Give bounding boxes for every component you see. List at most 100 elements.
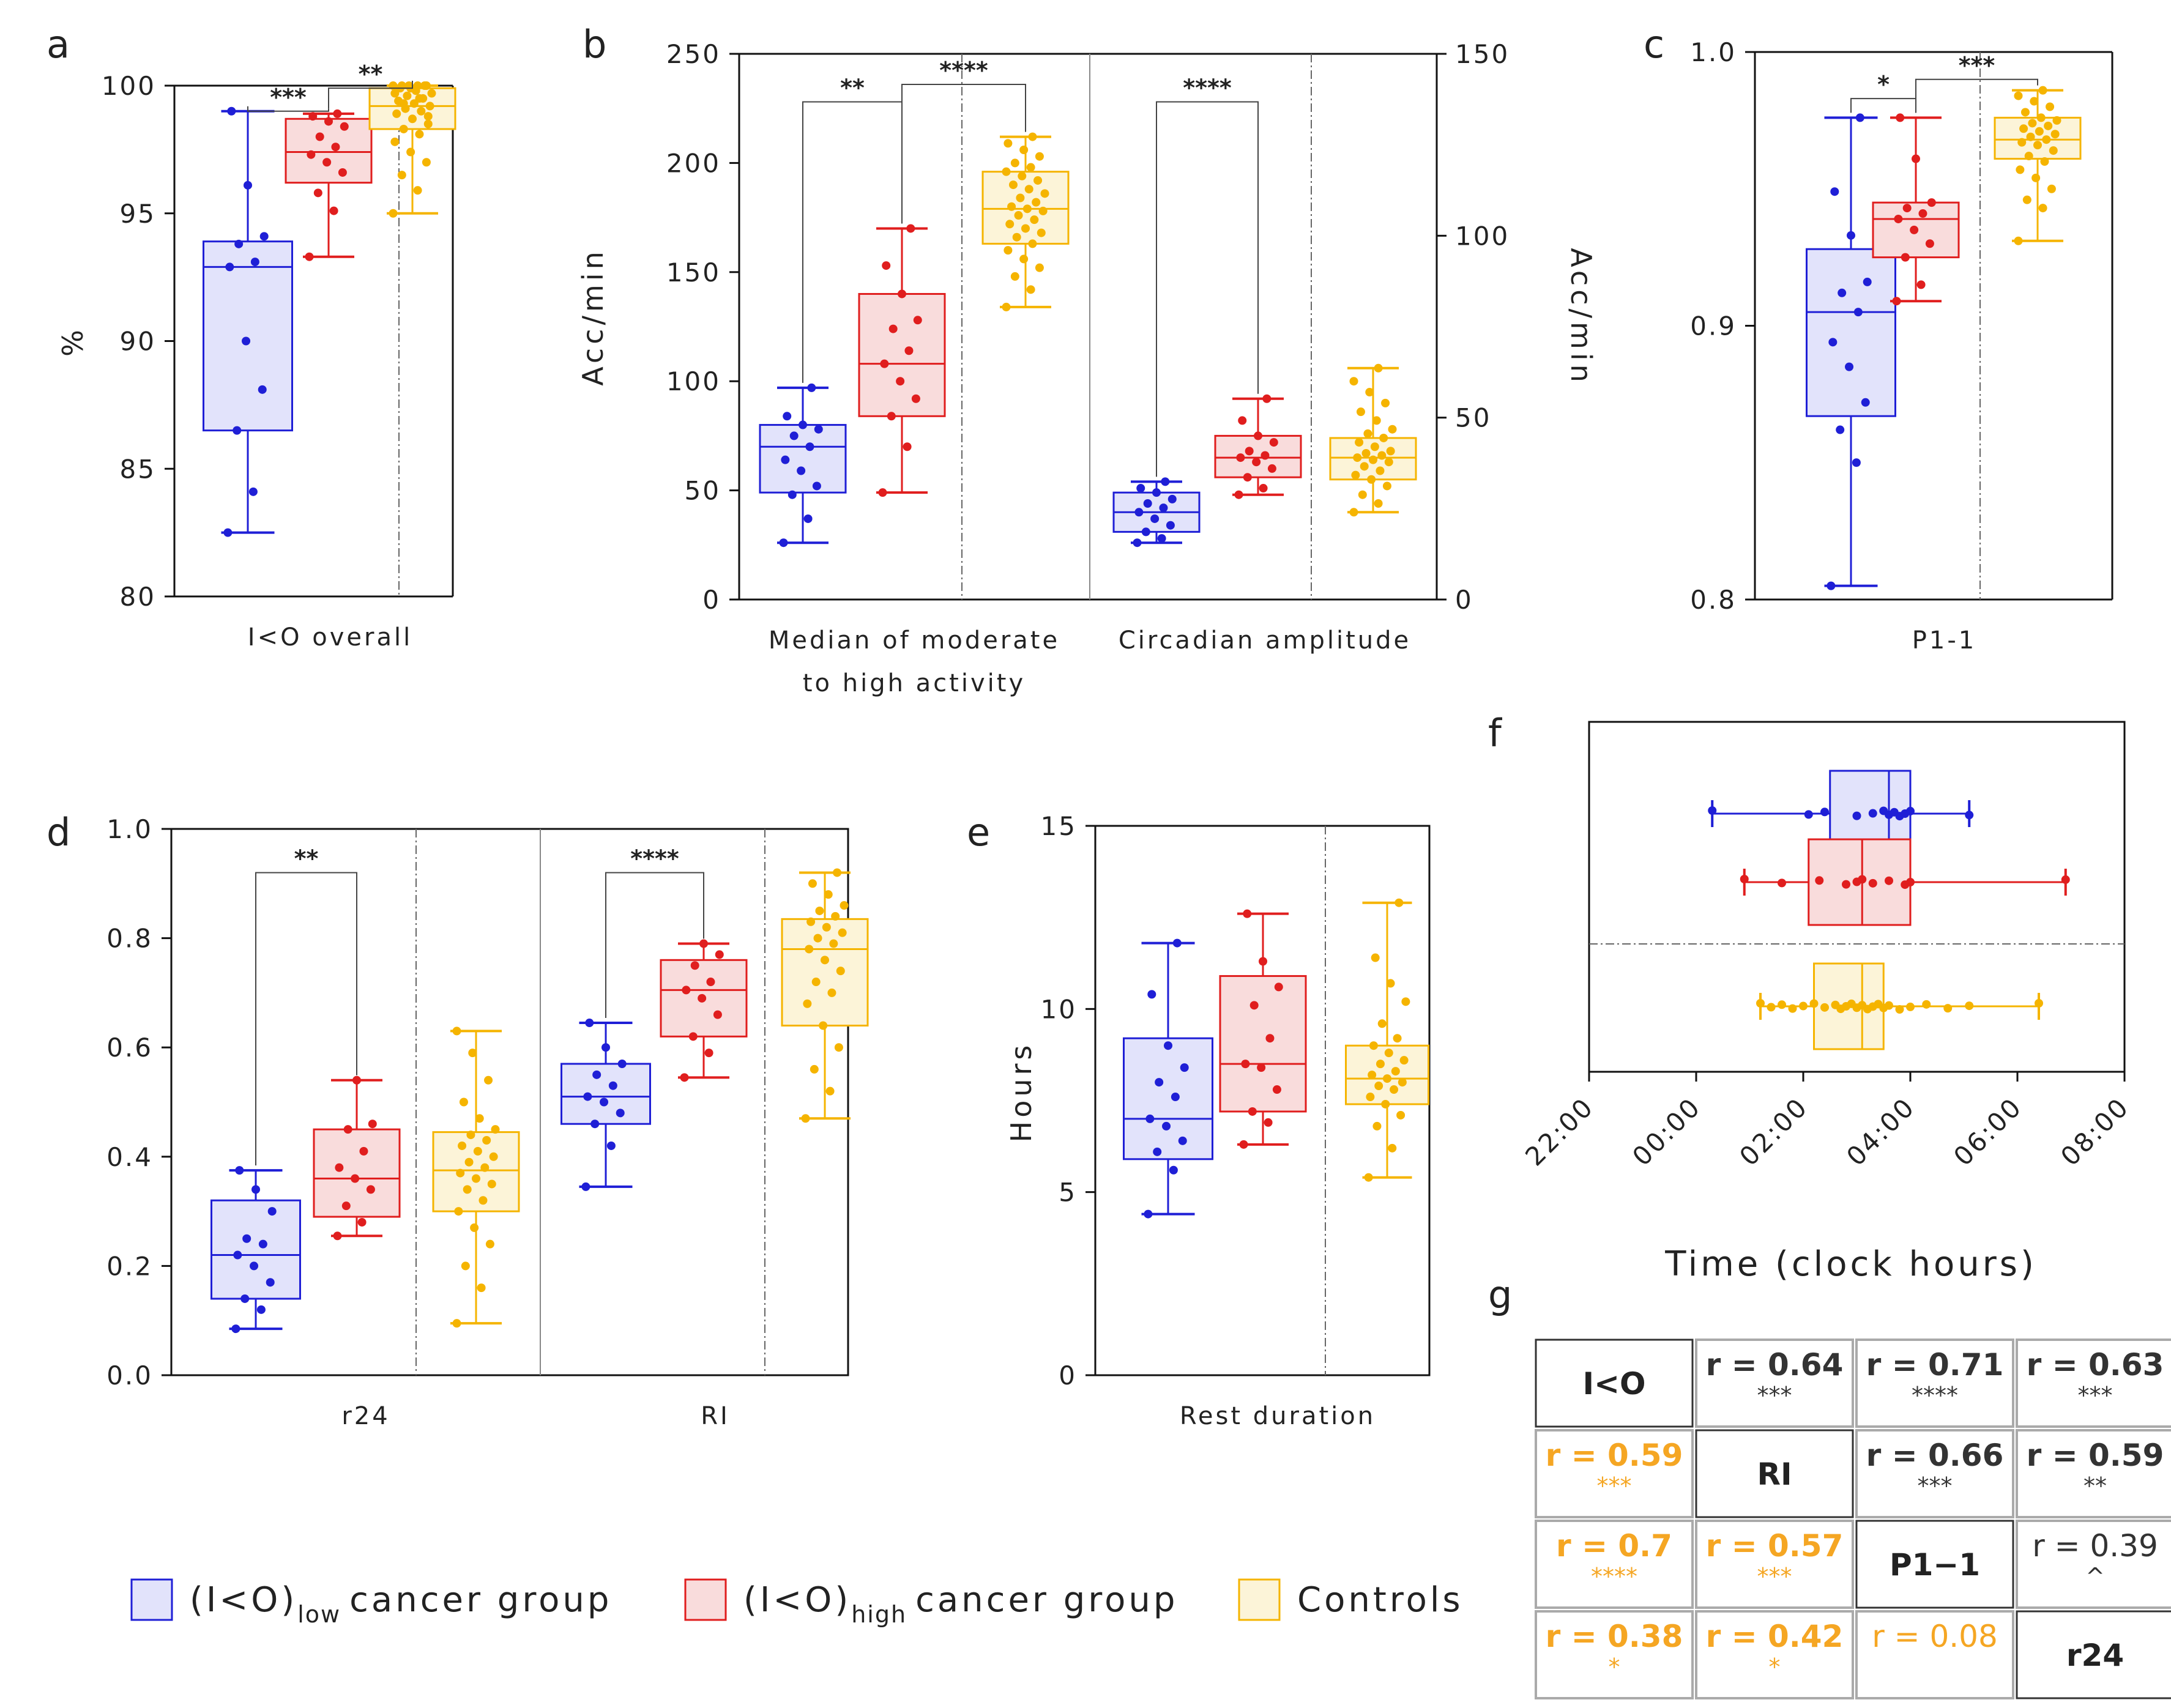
data-point (813, 934, 822, 943)
data-point (803, 514, 813, 523)
box-iqr (759, 424, 847, 494)
data-point (251, 1185, 260, 1194)
data-point (1379, 433, 1388, 442)
x-group-label: r24 (341, 1402, 390, 1430)
data-point (244, 180, 252, 190)
data-point (1386, 979, 1395, 988)
data-point (1024, 185, 1033, 194)
data-point (417, 106, 426, 116)
data-point (913, 316, 922, 325)
data-point (423, 112, 433, 121)
corr-significance: * (1609, 1654, 1620, 1680)
data-point (456, 1168, 465, 1178)
data-point (454, 1207, 463, 1216)
panel-letter: d (47, 810, 70, 855)
data-point (2028, 119, 2037, 128)
data-point (887, 412, 896, 421)
data-point (1178, 1136, 1187, 1145)
data-point (1018, 171, 1027, 180)
data-point (331, 143, 340, 152)
box-c-high (1872, 113, 1960, 306)
corr-cell (1855, 1610, 2014, 1699)
data-point (1349, 377, 1358, 386)
y-tick-label: 0.2 (106, 1251, 153, 1281)
data-point (1014, 211, 1023, 220)
data-point (1858, 875, 1867, 884)
data-point (1371, 953, 1380, 962)
corr-variable-label: RI (1757, 1457, 1792, 1492)
data-point (485, 1239, 494, 1249)
data-point (258, 385, 267, 394)
panel-letter: e (967, 810, 990, 855)
data-point (882, 261, 891, 270)
data-point (1925, 239, 1934, 248)
data-point (1395, 898, 1404, 907)
significance-label: * (1877, 71, 1890, 98)
data-point (267, 1207, 277, 1216)
data-point (470, 1223, 479, 1232)
data-point (452, 1027, 461, 1036)
data-point (491, 1125, 500, 1134)
data-point (1136, 484, 1145, 493)
data-point (1381, 398, 1390, 407)
data-point (305, 252, 314, 261)
data-point (1161, 477, 1170, 486)
significance-bracket (255, 872, 357, 1166)
significance-bracket (1156, 101, 1259, 477)
x-group-label: RI (701, 1402, 730, 1430)
data-point (389, 209, 398, 218)
data-point (581, 1182, 590, 1191)
data-point (1026, 285, 1035, 294)
y-tick-label: 150 (1455, 39, 1510, 69)
data-point (258, 1239, 267, 1249)
data-point (1035, 263, 1044, 272)
data-point (1830, 187, 1839, 196)
data-point (1820, 1003, 1829, 1012)
data-point (397, 171, 406, 180)
data-point (2031, 173, 2041, 182)
y-tick-label: 250 (666, 39, 721, 69)
data-point (1374, 499, 1383, 508)
data-point (1162, 1121, 1171, 1131)
y-tick-label: 0.8 (106, 924, 153, 954)
data-point (1965, 811, 1974, 820)
data-point (1157, 534, 1166, 543)
legend-sub: low (297, 1601, 341, 1628)
corr-coefficient: r = 0.71 (1866, 1347, 2004, 1383)
data-point (2061, 875, 2070, 884)
data-point (1155, 1078, 1164, 1087)
data-point (248, 487, 258, 496)
data-point (1141, 527, 1150, 537)
data-point (1002, 302, 1011, 311)
y-tick-label: 0 (1059, 1361, 1077, 1391)
box-d-high (660, 939, 748, 1082)
data-point (2035, 127, 2044, 136)
data-point (2017, 138, 2027, 147)
data-point (616, 1108, 625, 1118)
data-point (606, 1141, 616, 1150)
corr-cell (1535, 1520, 1694, 1609)
x-group-label: Circadian amplitude (1119, 626, 1411, 655)
data-point (333, 109, 342, 118)
corr-significance: * (1769, 1654, 1781, 1680)
corr-coefficient: r = 0.63 (2027, 1347, 2164, 1383)
data-point (815, 906, 824, 915)
data-point (1372, 1121, 1382, 1131)
y-tick-label: 80 (120, 582, 156, 612)
data-point (1143, 499, 1152, 508)
data-point (906, 224, 915, 233)
data-point (240, 1294, 250, 1303)
significance-label: ** (294, 845, 319, 872)
data-point (1010, 158, 1019, 168)
data-point (608, 1081, 617, 1090)
data-point (821, 956, 829, 965)
data-point (1004, 139, 1013, 148)
legend-swatch-low (130, 1578, 173, 1621)
data-point (699, 939, 708, 948)
box-iqr (1219, 975, 1307, 1113)
data-point (1382, 481, 1391, 491)
data-point (1943, 1004, 1953, 1013)
data-point (1388, 1143, 1397, 1153)
data-point (1895, 1005, 1904, 1014)
data-point (1838, 288, 1847, 297)
